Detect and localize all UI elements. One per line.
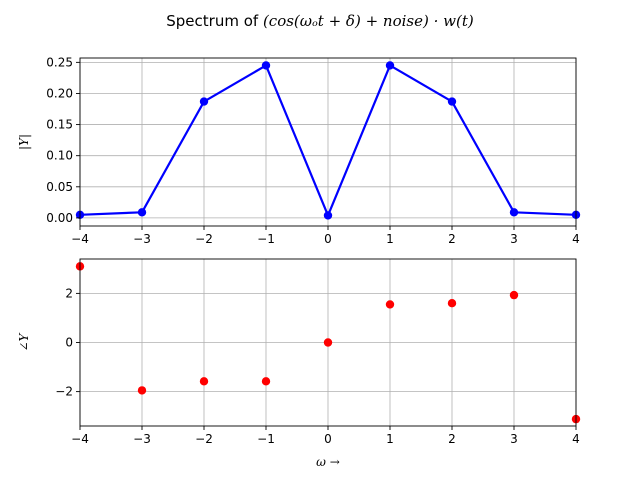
x-tick-label: −1 — [257, 432, 275, 446]
x-tick-label: 2 — [448, 432, 456, 446]
data-point — [200, 97, 208, 105]
x-tick-label: −1 — [257, 232, 275, 246]
data-point — [448, 299, 456, 307]
y-tick-label: 0.10 — [46, 149, 73, 163]
data-point — [262, 377, 270, 385]
y-axis-label: ∠Y — [17, 332, 31, 351]
x-tick-label: 0 — [324, 232, 332, 246]
y-tick-label: 2 — [65, 286, 73, 300]
x-tick-label: −4 — [71, 232, 89, 246]
x-tick-label: 1 — [386, 432, 394, 446]
data-point — [324, 338, 332, 346]
title-math: (cos(ωₒt + δ) + noise) · w(t) — [263, 12, 474, 30]
x-tick-label: 3 — [510, 232, 518, 246]
chart-title: Spectrum of (cos(ωₒt + δ) + noise) · w(t… — [166, 12, 474, 30]
data-point — [448, 97, 456, 105]
y-axis-label: |Y| — [17, 134, 31, 150]
x-tick-label: −3 — [133, 232, 151, 246]
y-tick-label: 0.20 — [46, 86, 73, 100]
subplot-2: −4 −3 −2 −1 0 1 2 3 4 −2 0 2 ∠Y ω → — [17, 259, 580, 469]
x-tick-label: 4 — [572, 232, 580, 246]
data-point — [138, 208, 146, 216]
y-tick-label: 0.25 — [46, 55, 73, 69]
x-axis-label: ω → — [316, 455, 340, 469]
y-tick-label: 0.05 — [46, 180, 73, 194]
data-point — [386, 300, 394, 308]
data-point — [386, 61, 394, 69]
x-tick-label: −3 — [133, 432, 151, 446]
data-point — [200, 377, 208, 385]
x-tick-label: −2 — [195, 232, 213, 246]
title-prefix: Spectrum of — [166, 12, 263, 30]
y-tick-label: 0.00 — [46, 211, 73, 225]
x-tick-label: 1 — [386, 232, 394, 246]
x-tick-label: 0 — [324, 432, 332, 446]
subplot-1: −4 −3 −2 −1 0 1 2 3 4 0.00 0.05 0.10 0.15 0.20 0.25 |Y| — [17, 55, 580, 246]
x-tick-label: −2 — [195, 432, 213, 446]
x-tick-label: 2 — [448, 232, 456, 246]
data-point — [262, 61, 270, 69]
y-tick-label: 0.15 — [46, 118, 73, 132]
y-tick-label: −2 — [55, 385, 73, 399]
data-point — [510, 291, 518, 299]
x-tick-label: 3 — [510, 432, 518, 446]
x-tick-label: −4 — [71, 432, 89, 446]
data-point — [138, 386, 146, 394]
x-tick-label: 4 — [572, 432, 580, 446]
data-point — [324, 211, 332, 219]
data-point — [510, 208, 518, 216]
y-tick-label: 0 — [65, 336, 73, 350]
